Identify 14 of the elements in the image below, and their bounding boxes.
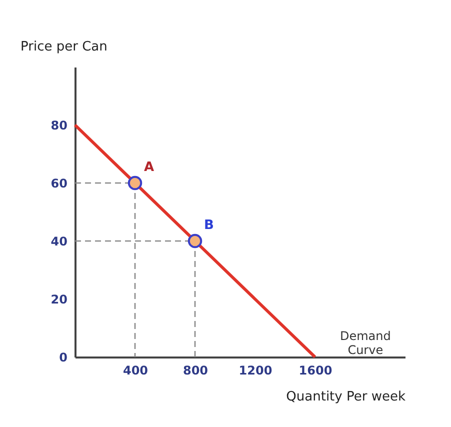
annotation: B — [204, 218, 214, 233]
y-tick-label: 60 — [50, 176, 68, 190]
y-axis-title: Price per Can — [20, 40, 108, 54]
annotation: A — [144, 160, 154, 175]
x-tick-label: 1600 — [298, 364, 332, 378]
x-tick-label: 1200 — [238, 364, 272, 378]
y-tick-label: 80 — [50, 118, 68, 132]
x-tick-label: 800 — [182, 364, 208, 378]
y-tick-label: 20 — [50, 292, 68, 306]
annotation: Demand Curve — [340, 329, 391, 357]
y-tick-label: 40 — [50, 234, 68, 248]
x-tick-label: 400 — [122, 364, 148, 378]
y-tick-label: 0 — [59, 350, 68, 364]
x-axis-title: Quantity Per week — [286, 390, 406, 404]
